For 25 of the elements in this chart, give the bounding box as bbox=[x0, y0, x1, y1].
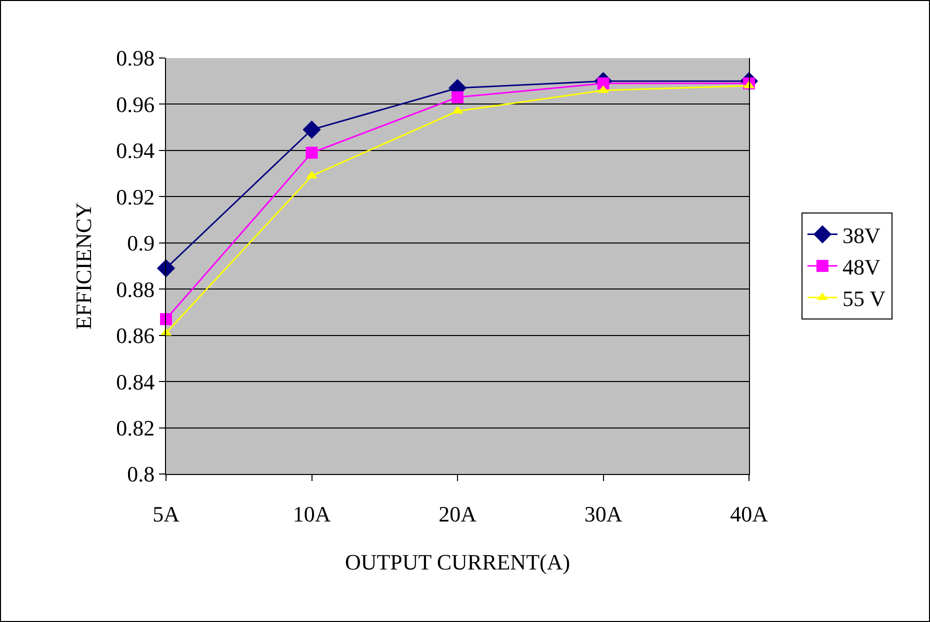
y-tick-label: 0.94 bbox=[116, 138, 155, 164]
point bbox=[160, 313, 172, 326]
legend-label: 48V bbox=[842, 254, 880, 280]
point bbox=[452, 91, 464, 104]
y-tick-label: 0.86 bbox=[116, 323, 155, 348]
point bbox=[597, 77, 610, 90]
x-tick-label: 10A bbox=[292, 501, 331, 526]
y-tick-label: 0.92 bbox=[116, 184, 155, 210]
y-tick-label: 0.96 bbox=[116, 92, 155, 117]
x-tick-label: 20A bbox=[438, 501, 477, 526]
y-tick-label: 0.98 bbox=[116, 46, 155, 71]
legend-label: 55 V bbox=[842, 286, 886, 312]
y-tick-label: 0.8 bbox=[127, 462, 155, 487]
legend-label: 38V bbox=[842, 222, 880, 248]
x-tick-label: 5A bbox=[152, 501, 180, 526]
x-axis-title: OUTPUT CURRENT(A) bbox=[344, 549, 570, 574]
y-axis-title: EFFICIENCY bbox=[70, 202, 96, 330]
y-tick-label: 0.82 bbox=[116, 415, 155, 440]
point bbox=[306, 146, 318, 159]
y-tick-label: 0.88 bbox=[116, 276, 155, 302]
point bbox=[302, 120, 321, 139]
x-tick-label: 30A bbox=[584, 501, 622, 526]
x-tick-label: 40A bbox=[730, 501, 768, 526]
y-tick-label: 0.9 bbox=[127, 230, 155, 256]
y-tick-label: 0.84 bbox=[116, 369, 155, 394]
